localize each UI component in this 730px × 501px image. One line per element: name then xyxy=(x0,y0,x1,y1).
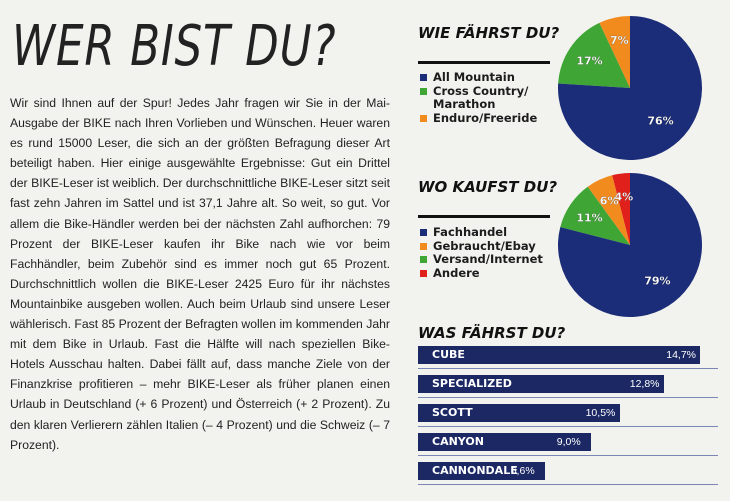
legend-item: Enduro/Freeride xyxy=(420,110,538,126)
pie-chart-riding-style: 7% 17% 76% xyxy=(558,16,702,161)
legend-item: Cross Country/ Marathon xyxy=(420,83,537,112)
pie-chart-purchase-channel: 4%6% 11% 79% xyxy=(558,173,702,317)
bar-category-label: CANNONDALE xyxy=(432,464,518,477)
legend-swatch xyxy=(420,74,427,81)
bar-rule xyxy=(418,426,718,427)
bar-category-label: SCOTT xyxy=(432,406,473,419)
pie-slice xyxy=(558,173,702,317)
bar-value-label: 9,0% xyxy=(556,436,581,448)
chart1-title: WIE FÄHRST DU? xyxy=(418,24,560,42)
pie-slice xyxy=(599,16,630,88)
bar-rule xyxy=(418,455,718,456)
bar-value-label: 6,6% xyxy=(510,465,535,477)
bar xyxy=(418,433,591,451)
pie-data-label: 6% xyxy=(600,195,619,208)
pie-data-label: 76% xyxy=(647,115,673,128)
bar xyxy=(418,346,701,364)
bar-value-label: 12,8% xyxy=(629,378,660,390)
legend-label: Fachhandel xyxy=(433,225,508,239)
bar-chart-brands: CUBE 14,7% SPECIALIZED 12,8% SCOTT 10,5% CANYO… xyxy=(418,346,718,491)
bar-value-label: 10,5% xyxy=(585,407,616,419)
bar-rule xyxy=(418,368,718,369)
pie-data-label: 17% xyxy=(576,54,602,67)
bar-row: SPECIALIZED 12,8% xyxy=(418,375,706,393)
bar xyxy=(418,404,620,422)
chart2-rule xyxy=(418,215,550,218)
chart2-title: WO KAUFST DU? xyxy=(418,178,558,196)
bar-category-label: CUBE xyxy=(432,348,465,361)
bar xyxy=(418,375,664,393)
pie-slice xyxy=(560,186,630,245)
pie-slice xyxy=(558,22,630,89)
bar-row: SCOTT 10,5% xyxy=(418,404,706,422)
legend-label: Versand/Internet xyxy=(433,252,543,266)
legend-item: Versand/Internet xyxy=(420,252,543,267)
pie-data-label: 7% xyxy=(610,34,629,47)
legend-item: Gebraucht/Ebay xyxy=(420,238,543,254)
legend-swatch xyxy=(420,229,427,236)
bar-rule xyxy=(418,397,718,398)
pie-slice xyxy=(612,173,630,245)
bar-category-label: CANYON xyxy=(432,435,484,448)
legend-swatch xyxy=(420,87,427,95)
chart2-legend: Fachhandel Gebraucht/Ebay Versand/Intern… xyxy=(420,225,543,281)
bar xyxy=(418,462,545,480)
legend-label: Cross Country/ Marathon xyxy=(433,83,529,111)
legend-swatch xyxy=(420,256,427,263)
article-body: Wir sind Ihnen auf der Spur! Jedes Jahr … xyxy=(10,96,390,452)
legend-item: Andere xyxy=(420,265,543,281)
legend-label: Andere xyxy=(433,265,480,280)
legend-item: Fachhandel xyxy=(420,225,543,240)
bar-row: CANYON 9,0% xyxy=(418,433,706,451)
legend-label: Enduro/Freeride xyxy=(433,110,538,125)
chart1-legend: All Mountain Cross Country/ Marathon End… xyxy=(420,70,538,126)
legend-label: All Mountain xyxy=(433,70,515,84)
legend-item: All Mountain xyxy=(420,70,537,85)
legend-label: Gebraucht/Ebay xyxy=(433,238,536,253)
legend-swatch xyxy=(420,242,427,250)
chart1-rule xyxy=(418,61,550,64)
pie-data-label: 4% xyxy=(615,190,634,203)
pie-data-label: 79% xyxy=(644,274,670,287)
bar-value-label: 14,7% xyxy=(666,349,697,361)
pie-slice xyxy=(558,16,702,161)
legend-swatch xyxy=(420,114,427,122)
bar-rule xyxy=(418,484,718,485)
bar-row: CUBE 14,7% xyxy=(418,346,706,364)
legend-swatch xyxy=(420,269,427,277)
bar-category-label: SPECIALIZED xyxy=(432,377,512,390)
chart3-title: WAS FÄHRST DU? xyxy=(418,324,566,342)
pie-slice xyxy=(587,175,630,245)
article-title: WER BIST DU? xyxy=(12,14,337,79)
bar-row: CANNONDALE 6,6% xyxy=(418,462,706,480)
pie-data-label: 11% xyxy=(576,211,602,224)
